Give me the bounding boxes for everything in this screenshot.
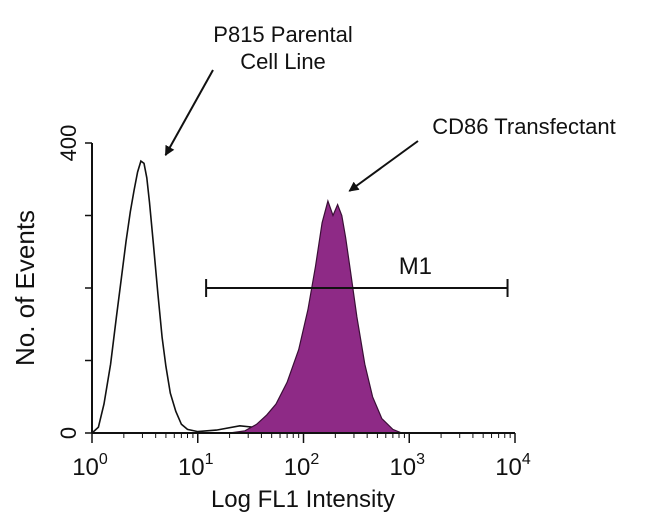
- gate-layer: M1: [205, 253, 509, 297]
- annotations-layer: P815 Parental Cell Line CD86 Transfectant: [164, 22, 616, 192]
- annotation-parental: P815 Parental Cell Line: [213, 22, 352, 74]
- y-tick-label: 0: [56, 427, 81, 439]
- x-tick-label: 104: [495, 451, 531, 481]
- x-tick-label: 102: [284, 451, 320, 481]
- series-p815-parental-cell-line: [91, 159, 281, 434]
- annotation-transfectant: CD86 Transfectant: [432, 114, 615, 139]
- series-layer: [91, 159, 403, 434]
- y-axis-label: No. of Events: [10, 210, 40, 366]
- y-tick-label: 400: [56, 125, 81, 162]
- annotation-transfectant-arrow: [348, 140, 419, 192]
- gate-m1-label: M1: [399, 253, 432, 280]
- x-tick-label: 101: [178, 451, 214, 481]
- annotation-parental-arrow: [164, 69, 214, 156]
- series-cd86-transfectant: [229, 198, 403, 434]
- x-axis-label: Log FL1 Intensity: [211, 486, 395, 513]
- x-tick-label: 100: [72, 451, 108, 481]
- x-tick-label: 103: [389, 451, 425, 481]
